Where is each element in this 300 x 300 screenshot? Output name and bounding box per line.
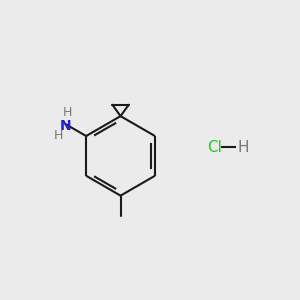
Text: Cl: Cl	[207, 140, 222, 154]
Text: H: H	[62, 106, 72, 119]
Text: H: H	[54, 129, 63, 142]
Text: H: H	[237, 140, 248, 154]
Text: N: N	[60, 119, 71, 133]
